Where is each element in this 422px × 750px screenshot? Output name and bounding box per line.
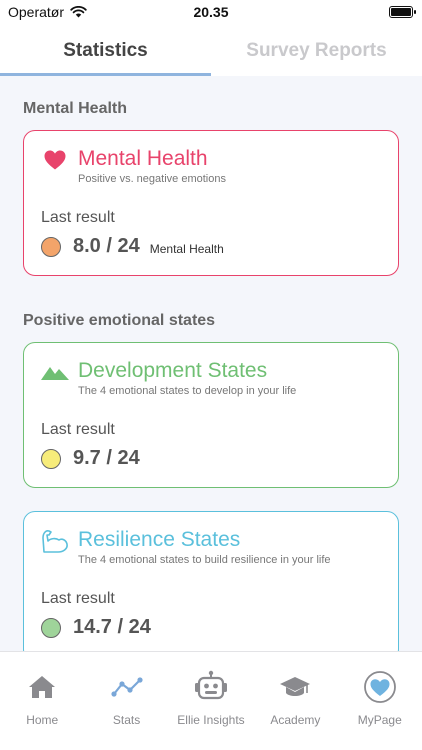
tab-survey-reports[interactable]: Survey Reports (246, 40, 387, 61)
status-bar: Operatør 20.35 (0, 0, 422, 26)
nav-mypage[interactable]: MyPage (338, 652, 422, 750)
statistics-content[interactable]: Mental Health Mental Health Positive vs.… (0, 76, 422, 651)
stats-line-icon (109, 669, 145, 705)
last-result-label: Last result (41, 421, 115, 438)
result-row: 14.7 / 24 (41, 616, 151, 639)
mountain-icon (40, 359, 70, 385)
last-result-label: Last result (41, 209, 115, 226)
result-dot (41, 236, 61, 257)
result-tag: Mental Health (149, 241, 224, 256)
bottom-navigation: Home Stats Elli (0, 651, 422, 750)
result-score: 14.7 / 24 (73, 616, 151, 638)
card-title: Mental Health (78, 147, 208, 170)
card-subtitle: The 4 emotional states to build resilien… (78, 554, 331, 566)
clock: 20.35 (193, 4, 229, 20)
result-dot (41, 617, 61, 638)
flexed-arm-icon (40, 528, 70, 554)
heart-icon (40, 147, 70, 173)
last-result-label: Last result (41, 590, 115, 607)
card-header: Resilience States The 4 emotional states… (40, 528, 331, 566)
nav-label: Stats (112, 713, 141, 727)
nav-stats[interactable]: Stats (84, 652, 168, 750)
tab-statistics[interactable]: Statistics (0, 26, 211, 76)
carrier-info: Operatør (8, 4, 87, 20)
development-states-card[interactable]: Development States The 4 emotional state… (23, 342, 399, 488)
result-row: 8.0 / 24 Mental Health (41, 235, 224, 258)
result-dot (41, 448, 61, 469)
nav-label: MyPage (357, 713, 402, 727)
carrier-name: Operatør (8, 4, 65, 20)
battery-icon (389, 6, 416, 18)
mental-health-card[interactable]: Mental Health Positive vs. negative emot… (23, 130, 399, 276)
resilience-states-card[interactable]: Resilience States The 4 emotional states… (23, 511, 399, 651)
nav-ellie-insights[interactable]: Ellie Insights (169, 652, 253, 750)
result-score: 8.0 / 24 (73, 235, 140, 257)
card-header: Development States The 4 emotional state… (40, 359, 296, 397)
result-score: 9.7 / 24 (73, 447, 140, 469)
heart-circle-icon (362, 669, 398, 705)
card-subtitle: The 4 emotional states to develop in you… (78, 385, 297, 397)
wifi-icon (70, 6, 87, 18)
robot-icon (193, 669, 229, 705)
result-row: 9.7 / 24 (41, 447, 140, 470)
card-title: Resilience States (78, 528, 241, 551)
graduation-cap-icon (277, 669, 313, 705)
card-title: Development States (78, 359, 268, 382)
nav-academy[interactable]: Academy (253, 652, 337, 750)
section-title-mental-health: Mental Health (23, 100, 128, 117)
home-icon (24, 669, 60, 705)
nav-label: Ellie Insights (177, 713, 245, 727)
section-title-positive-states: Positive emotional states (23, 312, 216, 329)
card-subtitle: Positive vs. negative emotions (78, 173, 226, 185)
top-tabs: Statistics Survey Reports (0, 26, 422, 76)
nav-home[interactable]: Home (0, 652, 84, 750)
nav-label: Academy (270, 713, 321, 727)
card-header: Mental Health Positive vs. negative emot… (40, 147, 226, 185)
nav-label: Home (26, 713, 59, 727)
